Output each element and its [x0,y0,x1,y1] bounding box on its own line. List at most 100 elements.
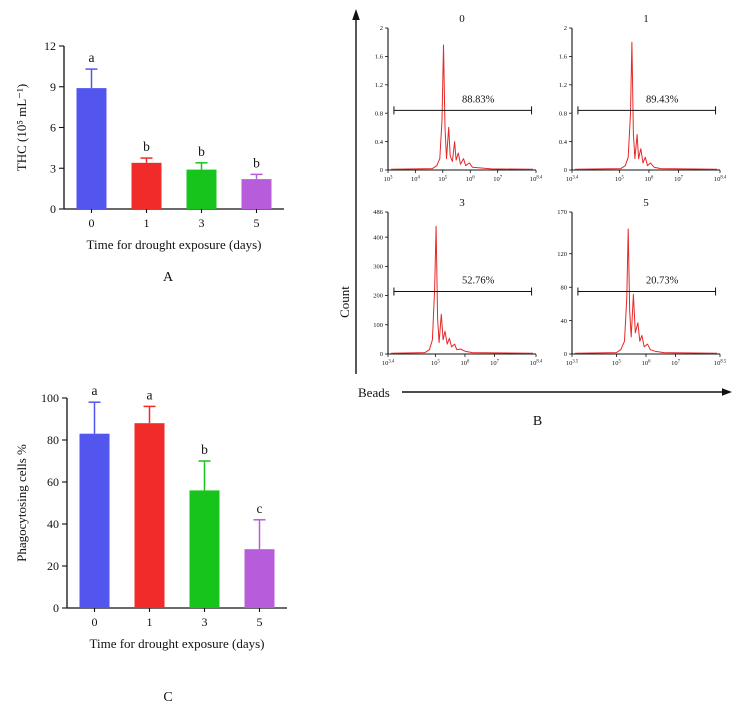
subplot-y-tick-label: 0.4 [559,139,568,146]
category-label: 5 [257,615,263,629]
subplot-y-tick-label: 300 [373,264,383,271]
panel-a-bar-chart: 0 3 6 9 12 THC (10⁵ mL⁻¹) a 0 b 1 b 3 b 5 Time for dro… [12,6,324,267]
subplot-y-tick-label: 80 [561,284,568,291]
subplot-y-tick-label: 0 [564,351,567,358]
subplot-x-tick-label: 105 [431,360,441,367]
beads-axis-label: Beads [358,385,390,400]
sig-letter: b [198,144,205,159]
subplot-x-tick-label: 107 [671,360,681,367]
subplot-y-tick-label: 0 [564,167,567,174]
subplot-y-tick-label: 1.2 [559,82,567,89]
subplot-x-tick-label: 106 [466,176,476,183]
subplot-y-tick-label: 1.6 [559,54,568,61]
category-label: 3 [199,216,205,230]
y-tick-label: 80 [47,433,59,447]
sig-letter: b [201,442,208,457]
subplot-y-tick-label: 0.8 [375,110,383,117]
panel_a-svg: 0 3 6 9 12 THC (10⁵ mL⁻¹) a 0 b 1 b 3 b 5 Time for dro… [14,39,284,252]
x-axis-label: Time for drought exposure (days) [87,237,262,252]
y-tick-label: 6 [50,121,56,135]
subplot-x-tick-label: 106 [461,360,470,367]
histogram-curve [574,228,718,354]
category-label: 0 [89,216,95,230]
subplot-x-tick-label: 108.4 [530,176,543,183]
subplot-y-tick-label: 400 [373,234,383,241]
percent-label: 52.76% [462,276,495,287]
subplot-x-tick-label: 104 [411,176,421,183]
subplot-x-tick-label: 106 [645,176,655,183]
y-tick-label: 20 [47,559,59,573]
bar-0 [79,433,110,608]
subplot-y-tick-label: 200 [373,293,383,300]
category-label: 5 [254,216,260,230]
bar-5 [241,179,272,209]
subplot-y-tick-label: 0 [380,167,383,174]
subplot-x-tick-label: 108.5 [714,360,727,367]
subplot-x-tick-label: 107 [674,176,684,183]
subplot-title: 3 [459,197,465,209]
panel-b-letter: B [532,414,543,429]
y-tick-label: 0 [50,202,56,216]
histogram-curve [574,41,718,170]
subplot-y-tick-label: 120 [557,251,567,258]
subplot-x-tick-label: 105 [612,360,622,367]
subplot-title: 0 [459,13,465,25]
sig-letter: a [89,50,95,65]
panel-c-letter: C [163,690,173,705]
subplot-y-tick-label: 40 [561,318,568,325]
subplot-y-tick-label: 1.6 [375,54,384,61]
category-label: 1 [147,615,153,629]
y-tick-label: 12 [44,39,56,53]
sig-letter: b [143,139,150,154]
subplot-y-tick-label: 100 [373,322,383,329]
subplot-y-tick-label: 2 [380,25,383,32]
subplot-x-tick-label: 106 [642,360,652,367]
bar-3 [186,169,217,209]
panel-b-flow-cytometry: Count Beads 0 0 0.4 0.8 1.2 1.6 2 103 104 105 106 107… [337,2,735,415]
subplot-x-tick-label: 103.5 [566,360,579,367]
y-tick-label: 40 [47,517,59,531]
category-label: 1 [144,216,150,230]
y-axis-label: THC (10⁵ mL⁻¹) [14,84,29,172]
percent-label: 89.43% [646,94,679,105]
bar-0 [76,88,107,209]
histogram-curve [390,44,534,170]
y-tick-label: 0 [53,601,59,615]
y-tick-label: 60 [47,475,59,489]
bar-5 [244,549,275,608]
subplot-x-tick-label: 103.4 [382,360,395,367]
subplot-x-tick-label: 105 [438,176,448,183]
subplot-y-tick-label: 2 [564,25,567,32]
sig-letter: b [253,155,260,170]
subplot-y-tick-label: 170 [557,209,567,216]
y-axis-label: Phagocytosing cells % [14,444,29,562]
beads-arrowhead [722,388,732,396]
subplot-title: 1 [643,13,649,25]
subplot-y-tick-label: 0.4 [375,139,384,146]
y-tick-label: 9 [50,80,56,94]
subplot-x-tick-label: 103.4 [566,176,579,183]
bar-1 [134,423,165,608]
panel-c-bar-chart: 0 20 40 60 80 100 Phagocytosing cells % a 0 a 1 b 3 c… [12,382,324,687]
histogram-curve [390,225,534,354]
y-tick-label: 3 [50,161,56,175]
subplot-y-tick-label: 0.8 [559,110,567,117]
subplot-y-tick-label: 0 [380,351,383,358]
subplot-x-tick-label: 107 [490,360,500,367]
subplot-y-tick-label: 1.2 [375,82,383,89]
bar-3 [189,490,220,608]
sig-letter: a [147,387,153,402]
count-arrowhead [352,9,360,20]
category-label: 3 [202,615,208,629]
percent-label: 88.83% [462,94,495,105]
sig-letter: c [257,501,263,516]
subplot-title: 5 [643,197,649,209]
subplot-x-tick-label: 108.4 [530,360,543,367]
bar-1 [131,162,162,209]
subplot-x-tick-label: 103 [384,176,394,183]
subplot-x-tick-label: 105 [615,176,625,183]
subplot-x-tick-label: 108.4 [714,176,727,183]
subplot-x-tick-label: 107 [493,176,503,183]
